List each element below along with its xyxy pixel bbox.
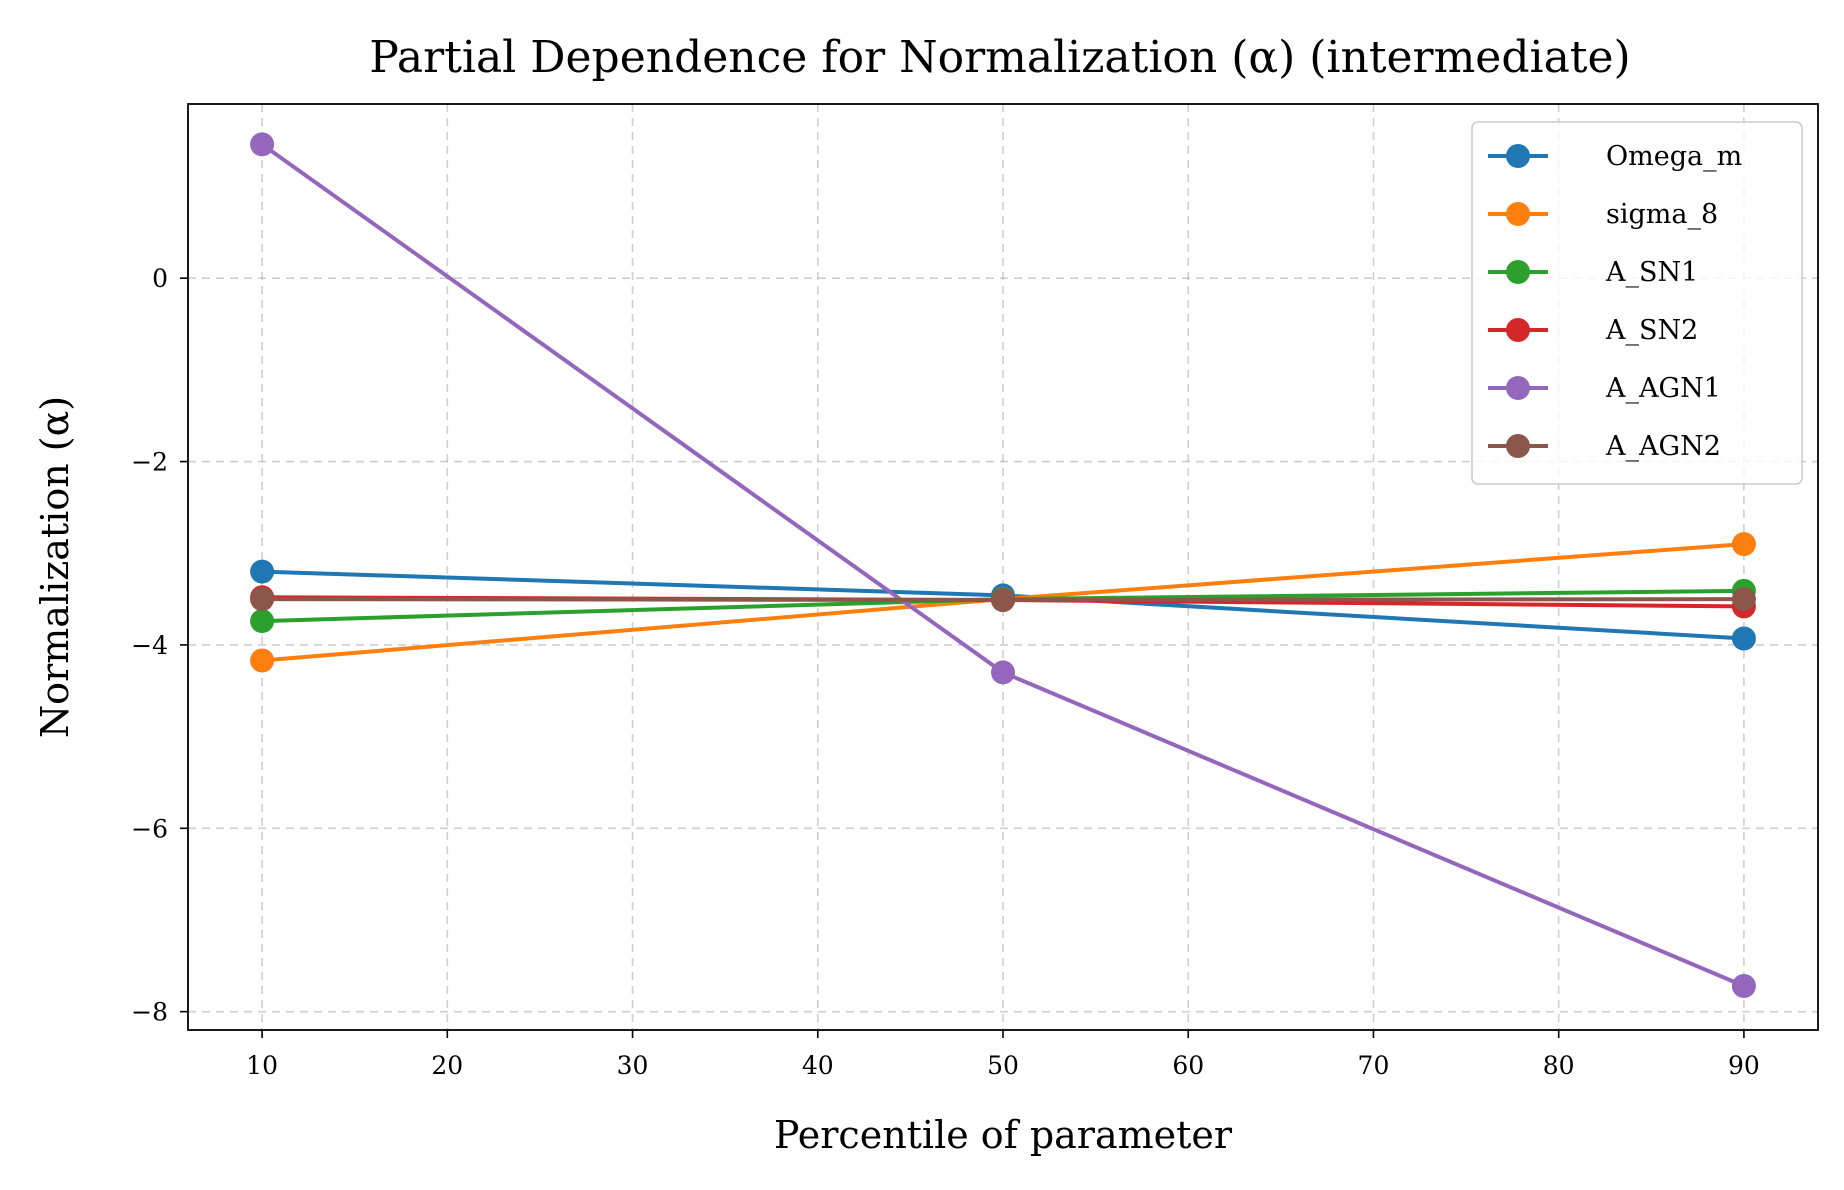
legend-items: Omega_m sigma_8 A_SN1 A_SN2 A_AGN1 A_AGN2: [1488, 141, 1742, 462]
legend-swatch-marker: [1506, 144, 1530, 168]
x-axis-label: Percentile of parameter: [774, 1113, 1233, 1157]
legend-swatch-marker: [1506, 202, 1530, 226]
legend-item-a-sn2: A_SN2: [1488, 315, 1698, 346]
x-tick-label: 60: [1172, 1051, 1204, 1080]
data-point-omega-m: [1731, 626, 1756, 651]
y-tick-label: −4: [131, 631, 168, 660]
x-tick-label: 30: [617, 1051, 649, 1080]
legend-label: A_AGN2: [1605, 431, 1721, 462]
data-point-a-agn2: [991, 588, 1015, 613]
legend-label: A_SN2: [1605, 315, 1698, 346]
data-point-omega-m: [250, 559, 275, 584]
y-tick-label: −6: [131, 814, 168, 843]
legend-swatch-marker: [1506, 318, 1530, 342]
legend-item-a-sn1: A_SN1: [1488, 257, 1698, 288]
legend-item-omega-m: Omega_m: [1488, 141, 1742, 172]
legend-swatch-marker: [1506, 376, 1530, 400]
legend-swatch-marker: [1506, 260, 1530, 284]
data-point-a-agn1: [1731, 973, 1756, 998]
legend-swatch-marker: [1506, 434, 1530, 458]
series-a-agn2: [250, 587, 1756, 613]
data-point-a-agn1: [250, 132, 275, 157]
data-point-a-agn2: [250, 587, 275, 612]
legend-label: A_SN1: [1605, 257, 1698, 288]
data-point-sigma-8: [1731, 532, 1756, 557]
series-lines: [250, 132, 1756, 998]
legend-label: Omega_m: [1606, 141, 1742, 172]
legend-item-a-agn2: A_AGN2: [1488, 431, 1721, 462]
series-a-agn1: [250, 132, 1756, 998]
data-point-a-agn1: [991, 660, 1015, 685]
y-axis-label: Normalization (α): [33, 396, 77, 738]
x-tick-label: 80: [1543, 1051, 1575, 1080]
y-tick-label: −8: [131, 998, 168, 1027]
data-point-a-sn1: [250, 609, 275, 634]
x-tick-label: 70: [1358, 1051, 1390, 1080]
x-tick-label: 40: [802, 1051, 834, 1080]
legend-item-sigma-8: sigma_8: [1488, 199, 1718, 230]
legend-label: sigma_8: [1606, 199, 1718, 230]
x-tick-label: 90: [1728, 1051, 1760, 1080]
legend-label: A_AGN1: [1605, 373, 1721, 404]
y-tick-label: 0: [152, 264, 168, 293]
chart-title: Partial Dependence for Normalization (α)…: [369, 32, 1630, 83]
data-point-a-agn2: [1731, 587, 1756, 612]
x-tick-label: 50: [987, 1051, 1019, 1080]
legend-item-a-agn1: A_AGN1: [1488, 373, 1721, 404]
legend: Omega_m sigma_8 A_SN1 A_SN2 A_AGN1 A_AGN2: [1471, 121, 1803, 485]
x-tick-label: 20: [431, 1051, 463, 1080]
y-tick-label: −2: [131, 448, 168, 477]
data-point-sigma-8: [250, 648, 275, 673]
axis-ticks: 10 20 30 40 50 60 70 80 90 −8 −6 −4 −2 0: [131, 264, 1760, 1080]
x-tick-label: 10: [246, 1051, 278, 1080]
legend-box: [1471, 121, 1803, 485]
